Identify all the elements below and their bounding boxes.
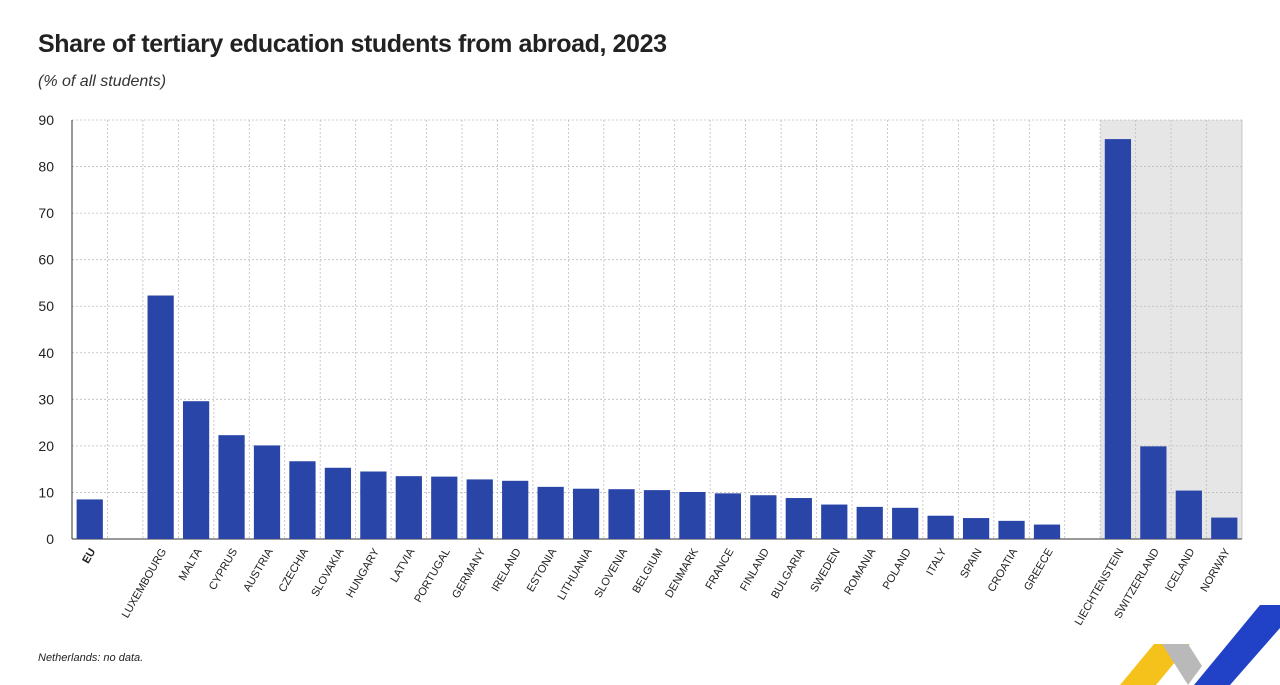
bar-denmark (679, 491, 706, 539)
x-tick-label: ESTONIA (525, 546, 560, 594)
x-tick-label: BULGARIA (769, 546, 808, 601)
x-tick-label: CYPRUS (207, 547, 240, 593)
y-tick-label: 30 (38, 391, 54, 407)
bar-belgium (643, 490, 671, 539)
bars (76, 139, 1238, 540)
grid-lines (71, 119, 1243, 540)
bar-eu (76, 499, 103, 539)
x-tick-label: LUXEMBOURG (120, 547, 170, 621)
x-tick-label: POLAND (881, 546, 914, 591)
bar-hungary (360, 471, 387, 539)
x-tick-label: ROMANIA (842, 546, 878, 597)
bar-cyprus (218, 435, 245, 539)
x-tick-label: CZECHIA (277, 546, 312, 594)
x-tick-label: PORTUGAL (412, 547, 453, 605)
y-tick-label: 80 (38, 159, 54, 175)
bar-malta (182, 401, 210, 539)
bar-luxembourg (147, 295, 174, 539)
footnote: Netherlands: no data. (38, 652, 144, 664)
bar-iceland (1175, 490, 1202, 539)
y-tick-label: 90 (38, 112, 54, 128)
y-tick-label: 50 (38, 298, 54, 314)
y-tick-label: 70 (38, 205, 54, 221)
bar-romania (856, 506, 883, 539)
bar-austria (253, 445, 281, 539)
bar-liechtenstein (1104, 139, 1132, 540)
x-tick-label: GERMANY (450, 546, 489, 601)
x-tick-label: SPAIN (958, 546, 985, 580)
bar-ireland (502, 480, 529, 539)
bar-latvia (395, 476, 422, 539)
x-tick-label: GREECE (1022, 547, 1056, 593)
y-axis-ticks: 0 10 20 30 40 50 60 70 80 90 (38, 112, 54, 547)
bar-finland (750, 495, 777, 539)
x-tick-label: HUNGARY (344, 546, 382, 600)
x-tick-label: BELGIUM (630, 547, 665, 596)
x-tick-label: SWEDEN (808, 546, 843, 594)
bar-lithuania (572, 488, 600, 539)
x-tick-label: FRANCE (703, 547, 736, 592)
bar-norway (1211, 517, 1238, 539)
x-tick-label: AUSTRIA (241, 546, 276, 594)
x-tick-label: CROATIA (986, 546, 1021, 594)
bar-estonia (537, 486, 564, 539)
bar-poland (892, 507, 919, 539)
bar-sweden (821, 504, 848, 539)
bar-germany (466, 479, 493, 539)
bar-croatia (998, 520, 1025, 539)
y-tick-label: 20 (38, 438, 54, 454)
eurostat-logo-icon (1120, 605, 1280, 685)
bar-spain (962, 518, 990, 539)
x-tick-label: FINLAND (738, 546, 772, 593)
page-title: Share of tertiary education students fro… (38, 30, 667, 58)
x-tick-label: MALTA (177, 546, 205, 583)
x-tick-label: EU (80, 546, 98, 565)
x-tick-label: DENMARK (663, 546, 701, 600)
bar-france (714, 493, 742, 539)
bar-greece (1033, 524, 1061, 539)
x-tick-label: NORWAY (1198, 546, 1233, 594)
x-tick-label: SLOVENIA (592, 546, 630, 600)
x-tick-label: SLOVAKIA (309, 546, 347, 599)
x-tick-label: ITALY (924, 546, 949, 578)
x-tick-label: LATVIA (388, 546, 417, 585)
y-tick-label: 60 (38, 252, 54, 268)
bar-czechia (289, 461, 316, 539)
x-tick-label: ICELAND (1163, 546, 1197, 593)
y-tick-label: 10 (38, 484, 54, 500)
bar-slovenia (608, 489, 635, 539)
x-tick-label: LITHUANIA (556, 546, 595, 602)
x-axis-labels: EU LUXEMBOURG MALTA CYPRUS AUSTRIA CZECHIASLO… (80, 546, 1233, 628)
bar-italy (927, 515, 954, 539)
y-tick-label: 40 (38, 345, 54, 361)
bar-switzerland (1140, 446, 1167, 539)
chart-subtitle: (% of all students) (38, 73, 167, 90)
y-tick-label: 0 (46, 531, 54, 547)
bar-slovakia (324, 467, 352, 539)
x-tick-label: IRELAND (490, 546, 524, 593)
bar-bulgaria (785, 498, 812, 539)
bar-portugal (431, 476, 458, 539)
